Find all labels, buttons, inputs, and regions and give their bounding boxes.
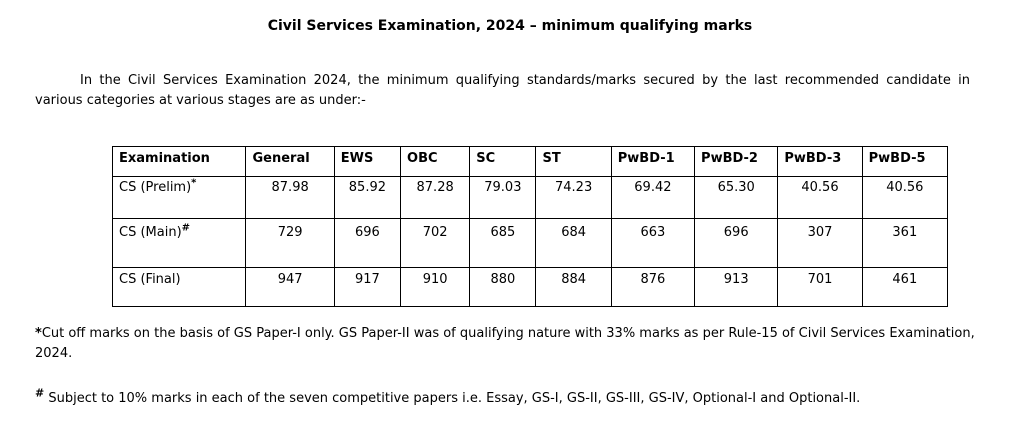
table-cell: 876 [610,267,696,307]
table-cell: 461 [861,267,949,307]
table-cell: 702 [400,218,471,268]
row-label-text: CS (Main) [119,225,182,240]
header-st: ST [535,146,612,177]
table-cell: 69.42 [610,176,696,219]
table-cell: 65.30 [694,176,779,219]
footnote-main-text: Subject to 10% marks in each of the seve… [44,391,861,406]
header-sc: SC [469,146,537,177]
table-header-row: Examination General EWS OBC SC ST PwBD-1… [111,146,949,177]
header-examination: Examination [111,146,247,177]
row-label-final: CS (Final) [111,267,247,307]
footnote-prelim-text: Cut off marks on the basis of GS Paper-I… [35,326,975,361]
table-cell: 87.98 [245,176,335,219]
asterisk-marker: * [191,177,197,189]
table-cell: 307 [777,218,863,268]
table-row-prelim: CS (Prelim)* 87.98 85.92 87.28 79.03 74.… [111,176,949,219]
table-cell: 85.92 [333,176,402,219]
header-obc: OBC [400,146,471,177]
qualifying-marks-table: Examination General EWS OBC SC ST PwBD-1… [111,146,949,307]
table-cell: 884 [535,267,612,307]
table-cell: 684 [535,218,612,268]
table-row-main: CS (Main)# 729 696 702 685 684 663 696 3… [111,218,949,268]
row-label-main: CS (Main)# [111,218,247,268]
table-cell: 913 [694,267,779,307]
table-cell: 947 [245,267,335,307]
header-pwbd-5: PwBD-5 [861,146,949,177]
table-cell: 40.56 [861,176,949,219]
header-pwbd-1: PwBD-1 [610,146,696,177]
table-cell: 880 [469,267,537,307]
table-row-final: CS (Final) 947 917 910 880 884 876 913 7… [111,267,949,307]
footnote-hash: # [35,386,45,400]
table-cell: 685 [469,218,537,268]
row-label-text: CS (Prelim) [119,180,192,195]
table-cell: 361 [861,218,949,268]
table-cell: 40.56 [777,176,863,219]
table-cell: 701 [777,267,863,307]
table-cell: 663 [610,218,696,268]
table-cell: 729 [245,218,335,268]
table-cell: 74.23 [535,176,612,219]
row-label-prelim: CS (Prelim)* [111,176,247,219]
table-cell: 79.03 [469,176,537,219]
table-cell: 917 [333,267,402,307]
table-cell: 910 [400,267,471,307]
row-label-text: CS (Final) [119,272,181,287]
footnote-prelim: *Cut off marks on the basis of GS Paper-… [35,324,980,364]
table-cell: 87.28 [400,176,471,219]
document-title: Civil Services Examination, 2024 – minim… [267,18,753,34]
header-general: General [245,146,335,177]
header-ews: EWS [333,146,402,177]
footnote-main: # Subject to 10% marks in each of the se… [35,386,980,409]
intro-paragraph: In the Civil Services Examination 2024, … [35,73,970,108]
header-pwbd-2: PwBD-2 [694,146,779,177]
hash-marker: # [181,222,191,234]
table-cell: 696 [333,218,402,268]
footnote-asterisk: * [35,326,42,341]
table-cell: 696 [694,218,779,268]
header-pwbd-3: PwBD-3 [777,146,863,177]
